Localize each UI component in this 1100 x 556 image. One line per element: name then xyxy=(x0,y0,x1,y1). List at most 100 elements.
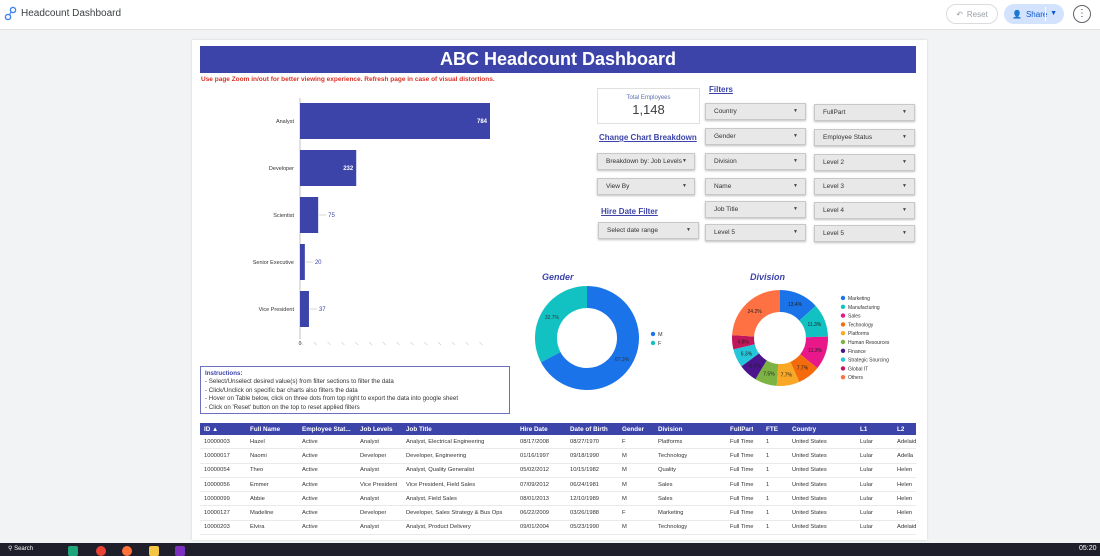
report-canvas: ABC Headcount Dashboard Use page Zoom in… xyxy=(192,40,927,540)
bar[interactable] xyxy=(300,150,357,186)
level-5-filter-right[interactable]: Level 5 ▼ xyxy=(814,225,915,242)
level-4-filter[interactable]: Level 4 ▼ xyxy=(814,202,915,219)
instructions-box: Instructions: - Select/Unselect desired … xyxy=(200,366,510,414)
firefox-icon[interactable] xyxy=(122,546,132,556)
x-tick xyxy=(451,341,455,346)
country-filter[interactable]: Country ▼ xyxy=(705,103,806,120)
table-row[interactable]: 10000127 Madeline Active Developer Developer… xyxy=(200,506,916,521)
column-header[interactable]: FTE xyxy=(766,425,778,433)
table-cell: Lular xyxy=(860,438,873,445)
view-by-dropdown[interactable]: View By ▼ xyxy=(597,178,695,195)
employee-status-filter[interactable]: Employee Status ▼ xyxy=(814,129,915,146)
level-5-filter-left[interactable]: Level 5 ▼ xyxy=(705,224,806,241)
x-tick xyxy=(424,341,428,346)
column-header[interactable]: Full Name xyxy=(250,425,281,433)
slice[interactable] xyxy=(732,290,780,337)
slice[interactable] xyxy=(732,335,755,350)
table-row[interactable]: 10000003 Hazel Active Analyst Analyst, Elect… xyxy=(200,435,916,450)
table-row[interactable]: 10000054 Theo Active Analyst Analyst, Qualit… xyxy=(200,464,916,478)
date-range-picker[interactable]: Select date range ▼ xyxy=(598,222,699,239)
taskbar-search[interactable]: ⚲ Search xyxy=(8,546,34,552)
table-cell: Analyst xyxy=(360,495,380,502)
bar[interactable] xyxy=(300,103,490,139)
slice[interactable] xyxy=(776,361,800,386)
share-label: Share xyxy=(1025,9,1048,19)
division-donut-chart[interactable]: 13.4% 11.3% 11.3% 7.7% 7.7% 7.5%6.4% 6.3% 4.8% 2… xyxy=(730,284,920,396)
slice[interactable] xyxy=(540,286,639,390)
slice-label: 4.8% xyxy=(737,339,749,345)
reset-button[interactable]: ↶ Reset xyxy=(946,4,998,24)
column-header[interactable]: FullPart xyxy=(730,425,754,433)
job-levels-bar-chart[interactable]: Analyst 784 Developer 232 Scientist 75 Senior … xyxy=(232,98,512,358)
slice[interactable] xyxy=(733,344,760,367)
column-header[interactable]: Hire Date xyxy=(520,425,548,433)
table-cell: 08/27/1970 xyxy=(570,438,600,445)
table-row[interactable]: 10000203 Elvira Active Analyst Analyst, Prod… xyxy=(200,521,916,536)
table-cell: Full Time xyxy=(730,438,754,445)
slice[interactable] xyxy=(780,290,816,321)
column-header[interactable]: ID ▲ xyxy=(204,425,219,433)
gender-donut-chart[interactable]: 67.3% 32.7% MF xyxy=(532,284,682,396)
column-header[interactable]: Country xyxy=(792,425,817,433)
legend-swatch xyxy=(840,366,846,371)
chevron-down-icon: ▼ xyxy=(902,134,907,140)
add-person-icon: 👤 xyxy=(1012,9,1022,19)
name-filter[interactable]: Name ▼ xyxy=(705,178,806,195)
column-header[interactable]: Division xyxy=(658,425,683,433)
edge-browser-icon[interactable] xyxy=(68,546,78,556)
table-cell: Analyst, Product Delivery xyxy=(406,524,471,531)
column-header[interactable]: Gender xyxy=(622,425,645,433)
column-header[interactable]: Employee Stat... xyxy=(302,425,351,433)
x-tick xyxy=(341,341,345,346)
table-row[interactable]: 10000056 Emmer Active Vice President Vice Pr… xyxy=(200,478,916,493)
bar[interactable] xyxy=(300,197,319,233)
gender-filter[interactable]: Gender ▼ xyxy=(705,128,806,145)
country-filter-label: Country xyxy=(714,108,737,115)
slice[interactable] xyxy=(535,286,587,363)
column-header[interactable]: L2 xyxy=(897,425,905,433)
table-cell: 01/16/1997 xyxy=(520,452,550,459)
employee-table[interactable]: ID ▲ Full Name Employee Stat... Job Levels J… xyxy=(200,423,916,536)
column-header[interactable]: L1 xyxy=(860,425,868,433)
division-filter[interactable]: Division ▼ xyxy=(705,153,806,170)
table-cell: Active xyxy=(302,495,318,502)
table-cell: M xyxy=(622,524,627,531)
x-tick xyxy=(368,341,373,346)
table-cell: 1 xyxy=(766,438,770,445)
table-cell: 1 xyxy=(766,481,770,488)
app-icon[interactable] xyxy=(175,546,185,556)
instruction-line: - Click on 'Reset' button on the top to … xyxy=(205,403,360,411)
slice[interactable] xyxy=(741,353,767,380)
bar[interactable] xyxy=(300,291,309,327)
breakdown-by-dropdown[interactable]: Breakdown by: Job Levels ▼ xyxy=(597,153,695,170)
slice[interactable] xyxy=(755,360,779,386)
slice[interactable] xyxy=(799,305,828,338)
table-cell: Vice President xyxy=(360,481,398,488)
column-header[interactable]: Job Title xyxy=(406,425,432,433)
slice[interactable] xyxy=(800,336,828,369)
level-2-filter[interactable]: Level 2 ▼ xyxy=(814,154,915,171)
slice[interactable] xyxy=(790,354,818,382)
job-title-filter[interactable]: Job Title ▼ xyxy=(705,201,806,218)
column-header[interactable]: Date of Birth xyxy=(570,425,608,433)
hire-date-filter-heading: Hire Date Filter xyxy=(601,207,658,216)
table-cell: 1 xyxy=(766,452,770,459)
column-header[interactable]: Job Levels xyxy=(360,425,393,433)
share-button[interactable]: 👤 Share ▼ xyxy=(1004,4,1064,24)
table-cell: Active xyxy=(302,481,318,488)
table-cell: Technology xyxy=(658,452,688,459)
level-3-filter[interactable]: Level 3 ▼ xyxy=(814,178,915,195)
file-explorer-icon[interactable] xyxy=(149,546,159,556)
legend-swatch xyxy=(840,295,846,301)
filters-heading: Filters xyxy=(709,85,734,94)
chevron-down-icon[interactable]: ▼ xyxy=(1050,10,1057,17)
fullpart-filter[interactable]: FullPart ▼ xyxy=(814,104,915,121)
table-row[interactable]: 10000099 Abbie Active Analyst Analyst, Field… xyxy=(200,492,916,507)
bar[interactable] xyxy=(300,244,305,280)
chrome-icon[interactable] xyxy=(96,546,106,556)
kpi-label: Total Employees xyxy=(626,95,671,101)
table-header: ID ▲ Full Name Employee Stat... Job Levels J… xyxy=(200,423,916,435)
more-options-icon[interactable]: ⋮ xyxy=(1073,5,1091,23)
table-row[interactable]: 10000017 Naomi Active Developer Developer, E… xyxy=(200,449,916,464)
table-cell: 06/24/1981 xyxy=(570,481,600,488)
